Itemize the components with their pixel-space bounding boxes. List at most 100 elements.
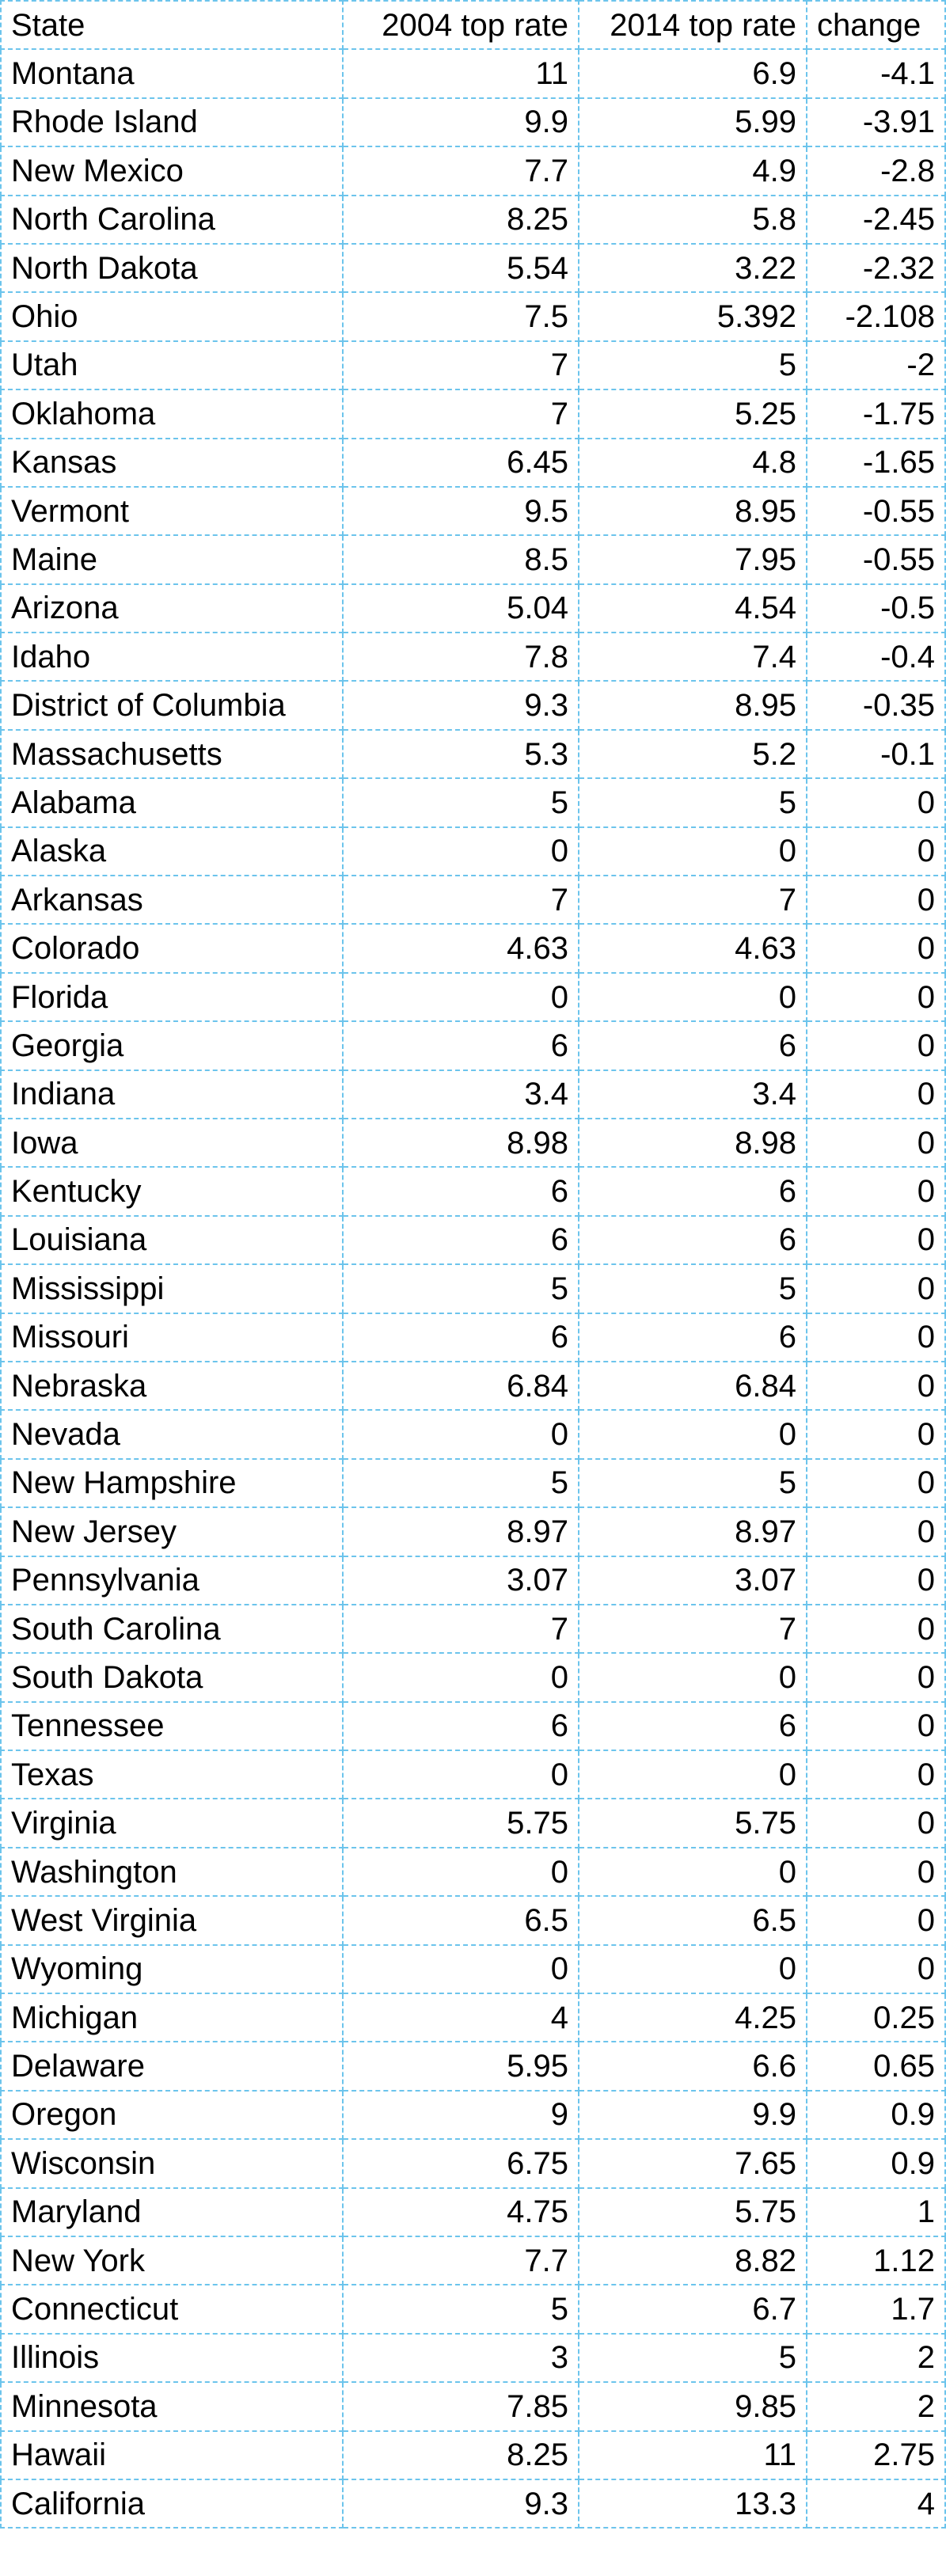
cell-state[interactable]: Texas	[0, 1750, 344, 1800]
cell-state[interactable]: Hawaii	[0, 2430, 344, 2480]
cell-change[interactable]: 0	[806, 1360, 946, 1411]
cell-2004-top-rate[interactable]: 6	[342, 1700, 579, 1752]
cell-change[interactable]: -0.55	[806, 485, 946, 537]
cell-2014-top-rate[interactable]: 6	[578, 1214, 807, 1266]
cell-2004-top-rate[interactable]: 7	[342, 875, 579, 925]
cell-2004-top-rate[interactable]: 7.7	[342, 2235, 579, 2286]
cell-2014-top-rate[interactable]: 7.4	[578, 632, 807, 682]
cell-state[interactable]: Virginia	[0, 1798, 344, 1848]
cell-2004-top-rate[interactable]: 0	[342, 1750, 579, 1800]
cell-2004-top-rate[interactable]: 4	[342, 1993, 579, 2043]
cell-state[interactable]: Oklahoma	[0, 389, 344, 439]
cell-change[interactable]: 0	[806, 1263, 946, 1314]
cell-state[interactable]: New York	[0, 2235, 344, 2286]
cell-change[interactable]: 0	[806, 1117, 946, 1168]
cell-change[interactable]: -4.1	[806, 48, 946, 99]
cell-change[interactable]: 1.7	[806, 2284, 946, 2335]
cell-2004-top-rate[interactable]: 0	[342, 1652, 579, 1703]
cell-2014-top-rate[interactable]: 5	[578, 340, 807, 391]
cell-2004-top-rate[interactable]: 8.5	[342, 534, 579, 585]
cell-2014-top-rate[interactable]: 4.8	[578, 437, 807, 488]
cell-change[interactable]: 0	[806, 1312, 946, 1362]
cell-change[interactable]: -0.5	[806, 583, 946, 634]
cell-change[interactable]: 0	[806, 1555, 946, 1605]
cell-2014-top-rate[interactable]: 0	[578, 1652, 807, 1703]
cell-2014-top-rate[interactable]: 3.4	[578, 1069, 807, 1119]
cell-change[interactable]: -3.91	[806, 97, 946, 148]
cell-state[interactable]: Indiana	[0, 1069, 344, 1119]
cell-2004-top-rate[interactable]: 7.7	[342, 146, 579, 196]
column-header-2004-top-rate[interactable]: 2004 top rate	[342, 0, 579, 51]
cell-2014-top-rate[interactable]: 0	[578, 1750, 807, 1800]
cell-state[interactable]: Maine	[0, 534, 344, 585]
cell-2004-top-rate[interactable]: 6	[342, 1312, 579, 1362]
cell-2004-top-rate[interactable]: 6	[342, 1166, 579, 1217]
cell-change[interactable]: 0	[806, 1020, 946, 1071]
cell-change[interactable]: -2.45	[806, 194, 946, 245]
cell-2014-top-rate[interactable]: 5	[578, 777, 807, 828]
cell-2014-top-rate[interactable]: 3.22	[578, 242, 807, 294]
cell-state[interactable]: Nevada	[0, 1409, 344, 1460]
cell-state[interactable]: South Carolina	[0, 1603, 344, 1655]
cell-change[interactable]: 0	[806, 1846, 946, 1898]
cell-2014-top-rate[interactable]: 6	[578, 1166, 807, 1217]
cell-state[interactable]: District of Columbia	[0, 680, 344, 731]
cell-2014-top-rate[interactable]: 6	[578, 1020, 807, 1071]
cell-state[interactable]: Florida	[0, 971, 344, 1023]
cell-state[interactable]: Arizona	[0, 583, 344, 634]
cell-change[interactable]: -2.8	[806, 146, 946, 196]
cell-state[interactable]: New Jersey	[0, 1506, 344, 1557]
cell-change[interactable]: 2	[806, 2332, 946, 2384]
cell-2004-top-rate[interactable]: 6	[342, 1020, 579, 1071]
cell-state[interactable]: West Virginia	[0, 1895, 344, 1946]
cell-2014-top-rate[interactable]: 6	[578, 1700, 807, 1752]
cell-2004-top-rate[interactable]: 9.9	[342, 97, 579, 148]
cell-2014-top-rate[interactable]: 6.6	[578, 2041, 807, 2092]
cell-change[interactable]: -2.32	[806, 242, 946, 294]
cell-state[interactable]: Minnesota	[0, 2381, 344, 2432]
cell-change[interactable]: 0	[806, 1895, 946, 1946]
cell-2004-top-rate[interactable]: 7	[342, 340, 579, 391]
cell-2004-top-rate[interactable]: 5.04	[342, 583, 579, 634]
cell-state[interactable]: Wisconsin	[0, 2138, 344, 2189]
cell-state[interactable]: Tennessee	[0, 1700, 344, 1752]
cell-state[interactable]: Kansas	[0, 437, 344, 488]
cell-state[interactable]: North Dakota	[0, 242, 344, 294]
cell-2004-top-rate[interactable]: 5.75	[342, 1798, 579, 1848]
cell-2004-top-rate[interactable]: 5.95	[342, 2041, 579, 2092]
cell-change[interactable]: 0.65	[806, 2041, 946, 2092]
cell-change[interactable]: -0.1	[806, 728, 946, 780]
cell-state[interactable]: Oregon	[0, 2089, 344, 2141]
cell-2014-top-rate[interactable]: 4.54	[578, 583, 807, 634]
cell-2004-top-rate[interactable]: 9	[342, 2089, 579, 2141]
column-header-change[interactable]: change	[806, 0, 946, 51]
cell-2014-top-rate[interactable]: 7	[578, 875, 807, 925]
cell-change[interactable]: -0.55	[806, 534, 946, 585]
cell-2014-top-rate[interactable]: 4.25	[578, 1993, 807, 2043]
cell-2014-top-rate[interactable]: 5	[578, 2332, 807, 2384]
cell-state[interactable]: Washington	[0, 1846, 344, 1898]
cell-state[interactable]: Vermont	[0, 485, 344, 537]
cell-2004-top-rate[interactable]: 0	[342, 1409, 579, 1460]
cell-2004-top-rate[interactable]: 0	[342, 971, 579, 1023]
cell-2004-top-rate[interactable]: 6.45	[342, 437, 579, 488]
cell-2014-top-rate[interactable]: 8.97	[578, 1506, 807, 1557]
cell-2004-top-rate[interactable]: 5.54	[342, 242, 579, 294]
cell-change[interactable]: -0.4	[806, 632, 946, 682]
cell-2004-top-rate[interactable]: 7.85	[342, 2381, 579, 2432]
cell-state[interactable]: Idaho	[0, 632, 344, 682]
cell-2014-top-rate[interactable]: 8.95	[578, 680, 807, 731]
cell-2004-top-rate[interactable]: 8.25	[342, 194, 579, 245]
cell-change[interactable]: 4	[806, 2478, 946, 2529]
cell-2004-top-rate[interactable]: 3.4	[342, 1069, 579, 1119]
cell-change[interactable]: -0.35	[806, 680, 946, 731]
cell-state[interactable]: Maryland	[0, 2187, 344, 2237]
cell-2004-top-rate[interactable]: 5	[342, 777, 579, 828]
cell-2004-top-rate[interactable]: 11	[342, 48, 579, 99]
cell-state[interactable]: Massachusetts	[0, 728, 344, 780]
cell-2014-top-rate[interactable]: 7	[578, 1603, 807, 1655]
cell-2014-top-rate[interactable]: 5.99	[578, 97, 807, 148]
cell-2014-top-rate[interactable]: 0	[578, 971, 807, 1023]
cell-2004-top-rate[interactable]: 5	[342, 2284, 579, 2335]
cell-state[interactable]: South Dakota	[0, 1652, 344, 1703]
